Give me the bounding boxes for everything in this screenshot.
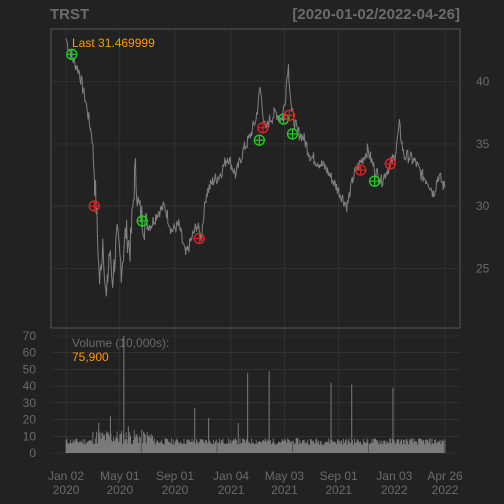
volume-tick-label: 20 <box>23 413 37 427</box>
x-tick-year: 2020 <box>106 483 133 497</box>
buy-marker <box>286 128 299 140</box>
trade-markers <box>66 48 396 245</box>
x-tick-year: 2022 <box>381 483 408 497</box>
x-tick-year: 2021 <box>325 483 352 497</box>
sell-marker <box>257 122 269 134</box>
sell-marker <box>283 109 296 122</box>
buy-marker <box>368 175 381 187</box>
volume-tick-label: 0 <box>29 446 36 460</box>
sell-marker <box>354 164 367 176</box>
x-tick-label: Sep 01 <box>320 469 358 483</box>
volume-tick-label: 10 <box>23 429 37 443</box>
x-tick-year: 2021 <box>271 483 298 497</box>
buy-marker <box>253 134 266 146</box>
price-tick-label: 30 <box>476 199 490 213</box>
x-tick-label: Jan 03 <box>376 469 412 483</box>
last-price-label: Last 31.469999 <box>72 36 155 50</box>
x-tick-label: Apr 26 <box>427 469 463 483</box>
x-tick-year: 2022 <box>432 483 459 497</box>
price-grid <box>51 29 460 453</box>
x-tick-label: May 03 <box>265 469 305 483</box>
price-tick-label: 40 <box>476 75 490 89</box>
price-tick-label: 35 <box>476 137 490 151</box>
volume-grid <box>51 335 460 454</box>
chart-title: TRST <box>50 6 89 23</box>
price-axis: 25 30 35 40 <box>476 75 490 276</box>
volume-axis: 0 10 20 30 40 50 60 70 <box>23 329 37 460</box>
x-tick-year: 2020 <box>162 483 189 497</box>
price-line <box>65 38 446 297</box>
volume-tick-label: 70 <box>23 329 37 343</box>
buy-marker <box>66 48 78 61</box>
buy-marker <box>136 215 148 227</box>
volume-bars <box>65 336 446 453</box>
x-tick-year: 2020 <box>53 483 80 497</box>
x-tick-label: Jan 04 <box>213 469 249 483</box>
sell-marker <box>88 200 100 212</box>
volume-last-value: 75,900 <box>72 350 109 364</box>
volume-tick-label: 60 <box>23 346 37 360</box>
volume-baseline-bars <box>65 429 446 453</box>
sell-marker <box>384 158 396 170</box>
x-tick-label: Jan 02 <box>48 469 84 483</box>
volume-tick-label: 50 <box>23 362 37 376</box>
volume-label: Volume (10,000s): <box>72 336 169 350</box>
x-tick-label: Sep 01 <box>156 469 194 483</box>
price-tick-label: 25 <box>476 261 490 275</box>
x-tick-year: 2021 <box>218 483 245 497</box>
volume-tick-label: 40 <box>23 379 37 393</box>
x-tick-label: May 01 <box>100 469 140 483</box>
sell-marker <box>193 232 205 245</box>
date-range: [2020-01-02/2022-04-26] <box>292 6 460 23</box>
volume-tick-label: 30 <box>23 396 37 410</box>
